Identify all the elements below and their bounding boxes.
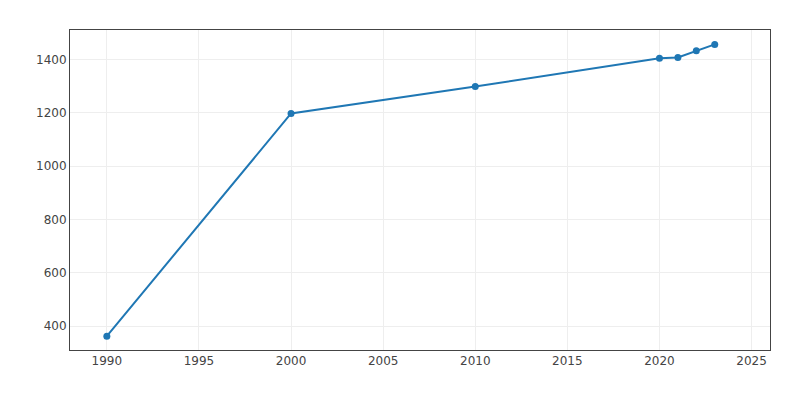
svg-text:2010: 2010 [460,354,491,368]
svg-text:800: 800 [44,213,67,227]
svg-text:2005: 2005 [368,354,399,368]
svg-text:1200: 1200 [36,106,67,120]
svg-text:400: 400 [44,319,67,333]
svg-text:2000: 2000 [276,354,307,368]
svg-text:1995: 1995 [184,354,215,368]
svg-text:2020: 2020 [644,354,675,368]
svg-text:1000: 1000 [36,159,67,173]
svg-text:1990: 1990 [92,354,123,368]
svg-text:1400: 1400 [36,53,67,67]
svg-text:600: 600 [44,266,67,280]
svg-text:2025: 2025 [736,354,767,368]
svg-text:2015: 2015 [552,354,583,368]
